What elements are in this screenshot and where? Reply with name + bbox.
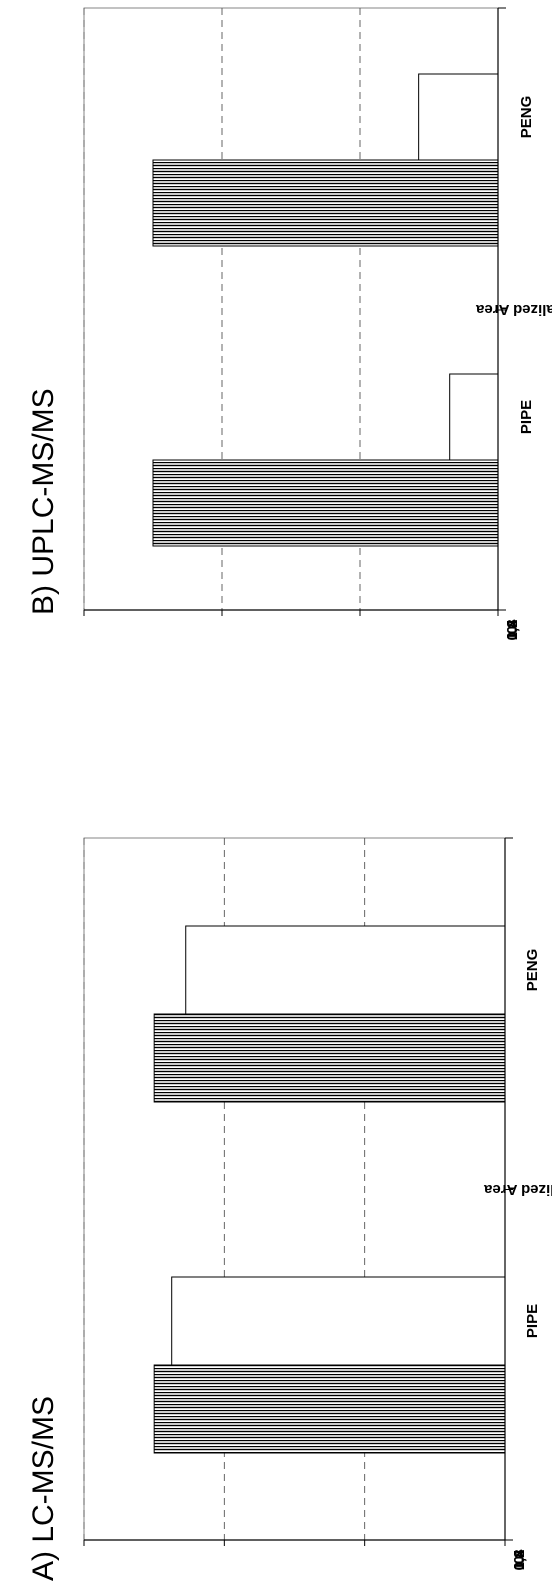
y-tick-label: 1,2 [511, 1550, 528, 1571]
y-tick-label: 1,2 [504, 620, 521, 641]
y-tick-label: 0 [511, 1556, 528, 1564]
y-tick-label: 0,4 [511, 1549, 528, 1571]
bar-pipe-series-2 [449, 373, 499, 461]
chart-panel-a: 00,40,81,2 PIPE PENG Normalized Area A) LC-M… [27, 837, 552, 1581]
y-tick-label: 0,8 [511, 1550, 528, 1571]
category-label-pipe: PIPE [518, 400, 535, 434]
panel-title: A) LC-MS/MS [27, 1396, 60, 1581]
category-label-peng: PENG [524, 949, 541, 992]
y-axis-label: Normalized Area [483, 1181, 552, 1198]
bar-pipe-series-1 [152, 459, 499, 547]
category-label-peng: PENG [518, 96, 535, 139]
bar-peng-series-1 [152, 159, 499, 247]
category-label-pipe: PIPE [524, 1304, 541, 1338]
panel-title: B) UPLC-MS/MS [27, 388, 60, 615]
y-tick-label: 0 [504, 626, 521, 634]
bar-peng-series-2 [418, 73, 499, 161]
bar-pipe-series-1 [153, 1364, 506, 1454]
y-tick-label: 0,4 [504, 619, 521, 641]
bar-peng-series-1 [153, 1013, 506, 1103]
y-tick-label: 0,8 [504, 620, 521, 641]
bar-pipe-series-2 [171, 1276, 506, 1366]
y-axis-label: Normalized Area [475, 301, 552, 318]
bar-peng-series-2 [185, 925, 506, 1015]
chart-panel-b: 00,40,81,2 PIPE PENG Normalized Area B) UPLC… [27, 7, 552, 641]
